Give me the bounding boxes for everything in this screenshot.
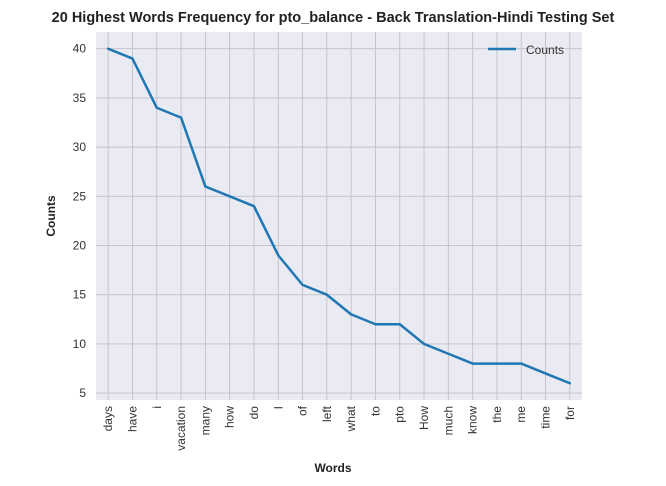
x-tick-label: of — [296, 405, 310, 416]
x-tick-label: to — [368, 406, 382, 416]
x-tick-label: days — [101, 406, 115, 431]
x-tick-label: I — [271, 406, 285, 409]
x-tick-label: pto — [393, 406, 407, 423]
x-tick-label: many — [198, 406, 212, 435]
chart-title: 20 Highest Words Frequency for pto_balan… — [52, 10, 615, 26]
x-tick-label: do — [247, 406, 261, 420]
y-tick-label: 30 — [73, 140, 87, 154]
series-line-counts — [106, 47, 572, 385]
x-tick-label: what — [344, 405, 358, 432]
y-tick-label: 5 — [79, 386, 86, 400]
x-tick-label: left — [320, 405, 334, 422]
series-layer — [106, 47, 572, 385]
y-axis-ticks: 5 10 15 20 25 30 35 40 — [73, 42, 87, 400]
x-tick-label: know — [466, 406, 480, 434]
plot-area — [96, 32, 582, 400]
y-tick-label: 15 — [73, 288, 87, 302]
y-tick-label: 20 — [73, 239, 87, 253]
x-tick-label: have — [125, 406, 139, 432]
y-tick-label: 35 — [73, 91, 87, 105]
x-tick-label: How — [417, 406, 431, 430]
x-axis-label: Words — [314, 461, 351, 475]
y-tick-label: 10 — [73, 337, 87, 351]
y-tick-label: 25 — [73, 189, 87, 203]
grid-layer — [96, 32, 582, 400]
x-tick-label: i — [150, 406, 164, 409]
x-tick-label: the — [490, 406, 504, 423]
x-tick-label: how — [223, 406, 237, 428]
legend: Counts — [488, 43, 564, 57]
y-axis-label: Counts — [44, 195, 58, 237]
x-tick-label: time — [539, 406, 553, 429]
y-tick-label: 40 — [73, 42, 87, 56]
x-tick-label: for — [563, 406, 577, 420]
legend-label: Counts — [526, 43, 564, 57]
x-tick-label: much — [441, 406, 455, 435]
x-tick-label: me — [514, 406, 528, 423]
x-tick-label: vacation — [174, 406, 188, 451]
